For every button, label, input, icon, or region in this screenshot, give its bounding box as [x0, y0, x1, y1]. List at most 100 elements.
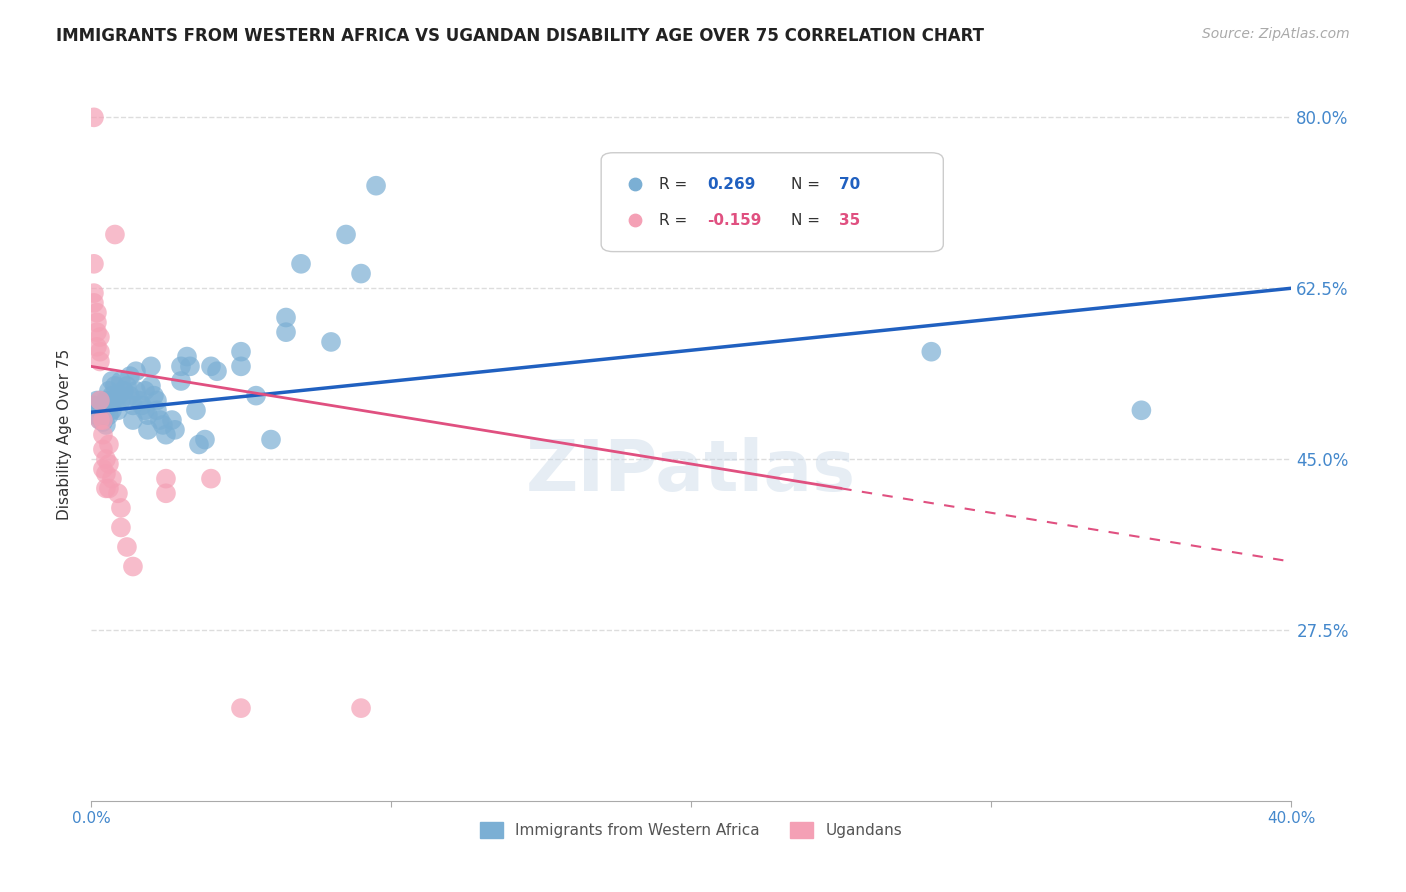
Point [101, 472, 124, 486]
Point [364, 178, 387, 193]
Point [104, 227, 127, 242]
Point [89, 344, 111, 359]
Point [290, 257, 312, 271]
Point [155, 427, 177, 442]
Point [184, 403, 207, 417]
Point [107, 403, 129, 417]
Point [107, 389, 129, 403]
Point [110, 393, 132, 408]
Point [83, 111, 105, 125]
Point [94, 393, 117, 408]
Point [89, 354, 111, 368]
Point [350, 267, 373, 281]
Point [86, 305, 108, 319]
Point [125, 384, 148, 398]
Point [94, 467, 117, 481]
Point [260, 433, 283, 447]
Point [91, 427, 114, 442]
Point [86, 340, 108, 354]
Point [83, 257, 105, 271]
Point [97, 408, 120, 422]
Point [94, 417, 117, 432]
Point [229, 344, 252, 359]
Point [97, 398, 120, 412]
Point [188, 437, 211, 451]
Point [104, 379, 127, 393]
Point [86, 408, 108, 422]
Point [139, 359, 162, 374]
Point [134, 403, 156, 417]
Text: R =: R = [659, 212, 692, 227]
Point [170, 374, 193, 388]
Point [146, 403, 169, 417]
Point [97, 437, 120, 451]
Point [89, 393, 111, 408]
Point [229, 359, 252, 374]
Point [134, 384, 156, 398]
Point [101, 403, 124, 417]
Text: IMMIGRANTS FROM WESTERN AFRICA VS UGANDAN DISABILITY AGE OVER 75 CORRELATION CHA: IMMIGRANTS FROM WESTERN AFRICA VS UGANDA… [56, 27, 984, 45]
Point [205, 364, 228, 378]
Point [229, 701, 252, 715]
Point [101, 374, 124, 388]
Point [170, 359, 193, 374]
Point [125, 364, 148, 378]
Point [335, 227, 357, 242]
Point [94, 403, 117, 417]
Point [110, 374, 132, 388]
Text: N =: N = [790, 177, 825, 192]
Point [104, 393, 127, 408]
Point [86, 325, 108, 339]
Point [110, 520, 132, 534]
Point [83, 296, 105, 310]
Point [91, 413, 114, 427]
Point [274, 325, 297, 339]
Point [118, 369, 141, 384]
Point [146, 393, 169, 408]
Point [115, 540, 138, 554]
Point [163, 423, 186, 437]
Point [86, 393, 108, 408]
Text: 35: 35 [839, 212, 860, 227]
Point [245, 389, 267, 403]
Point [83, 398, 105, 412]
Point [122, 398, 145, 412]
Point [101, 389, 124, 403]
Point [350, 701, 373, 715]
Point [97, 384, 120, 398]
Point [97, 457, 120, 471]
Point [136, 408, 159, 422]
Text: N =: N = [790, 212, 825, 227]
Point [274, 310, 297, 325]
Point [97, 482, 120, 496]
Point [152, 417, 174, 432]
Text: -0.159: -0.159 [707, 212, 761, 227]
Point [128, 393, 150, 408]
Point [110, 500, 132, 515]
Text: Source: ZipAtlas.com: Source: ZipAtlas.com [1202, 27, 1350, 41]
Point [89, 403, 111, 417]
Point [91, 462, 114, 476]
Point [131, 398, 153, 412]
Point [89, 413, 111, 427]
Text: R =: R = [659, 177, 692, 192]
Point [122, 559, 145, 574]
Point [139, 379, 162, 393]
Point [143, 389, 166, 403]
Point [136, 423, 159, 437]
Point [200, 359, 222, 374]
Point [200, 472, 222, 486]
Y-axis label: Disability Age Over 75: Disability Age Over 75 [58, 349, 72, 520]
Point [91, 408, 114, 422]
Point [94, 452, 117, 467]
Point [920, 344, 942, 359]
Point [107, 486, 129, 500]
Point [112, 384, 135, 398]
Point [89, 330, 111, 344]
Legend: Immigrants from Western Africa, Ugandans: Immigrants from Western Africa, Ugandans [474, 816, 908, 845]
Text: 70: 70 [839, 177, 860, 192]
Point [149, 413, 172, 427]
Point [91, 442, 114, 457]
Point [115, 379, 138, 393]
Point [155, 472, 177, 486]
